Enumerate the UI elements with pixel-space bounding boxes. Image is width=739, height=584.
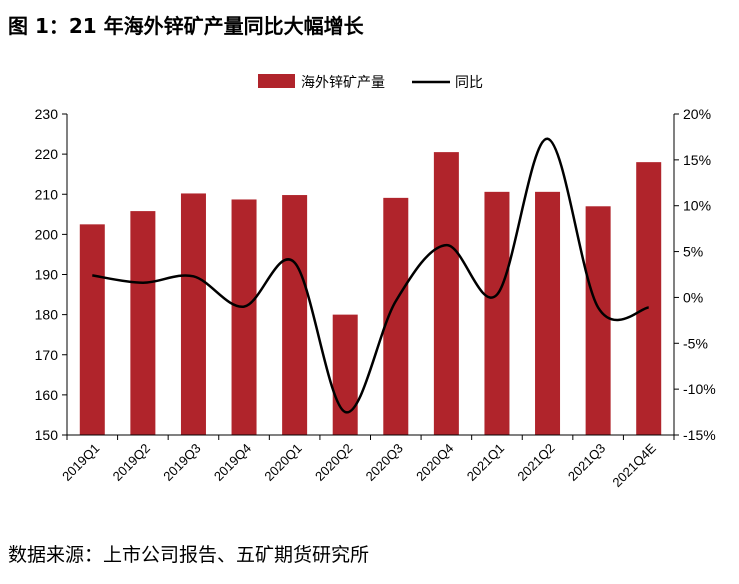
y-left-tick-label: 220: [35, 146, 59, 162]
bar: [231, 199, 257, 435]
y-right-tick-label: -5%: [683, 335, 708, 351]
legend-swatch-bar: [258, 74, 295, 88]
y-left-tick-label: 160: [35, 387, 59, 403]
x-tick-label: 2019Q1: [59, 441, 102, 484]
line-series-yoy: [92, 137, 650, 414]
bar: [79, 224, 105, 435]
y-left-tick-label: 200: [35, 226, 59, 242]
bar: [433, 152, 459, 435]
y-right-tick-label: 15%: [683, 152, 711, 168]
legend-label-line: 同比: [455, 74, 483, 90]
y-left-tick-label: 230: [35, 106, 59, 122]
x-tick-label: 2021Q3: [565, 441, 608, 484]
x-tick-label: 2020Q1: [261, 441, 304, 484]
x-tick-label: 2021Q4E: [609, 440, 659, 490]
bar: [383, 197, 409, 435]
x-tick-label: 2019Q3: [160, 441, 203, 484]
y-right-tick-label: 20%: [683, 106, 711, 122]
y-left-tick-label: 180: [35, 307, 59, 323]
x-tick-label: 2019Q4: [211, 441, 254, 484]
bar: [484, 191, 510, 435]
y-left-tick-label: 190: [35, 267, 59, 283]
y-right-tick-label: -15%: [683, 427, 716, 443]
bar: [180, 193, 206, 435]
x-tick-label: 2020Q2: [312, 441, 355, 484]
bar: [282, 195, 308, 435]
y-right-tick-label: 5%: [683, 244, 703, 260]
figure-title: 图 1：21 年海外锌矿产量同比大幅增长: [8, 14, 364, 38]
y-right-tick-label: -10%: [683, 381, 716, 397]
legend-label-bar: 海外锌矿产量: [301, 74, 385, 90]
x-tick-label: 2021Q1: [464, 441, 507, 484]
x-tick-label: 2021Q2: [514, 441, 557, 484]
y-left-tick-label: 210: [35, 186, 59, 202]
source-note: 数据来源：上市公司报告、五矿期货研究所: [8, 544, 370, 566]
x-tick-label: 2019Q2: [110, 441, 153, 484]
bar: [585, 206, 611, 435]
bar: [636, 162, 662, 435]
y-left-tick-label: 150: [35, 427, 59, 443]
x-tick-label: 2020Q3: [363, 441, 406, 484]
bar: [332, 314, 358, 435]
bar: [130, 211, 156, 435]
x-tick-label: 2020Q4: [413, 441, 456, 484]
y-right-tick-label: 0%: [683, 289, 703, 305]
y-left-tick-label: 170: [35, 347, 59, 363]
y-right-tick-label: 10%: [683, 198, 711, 214]
bar: [535, 191, 561, 435]
